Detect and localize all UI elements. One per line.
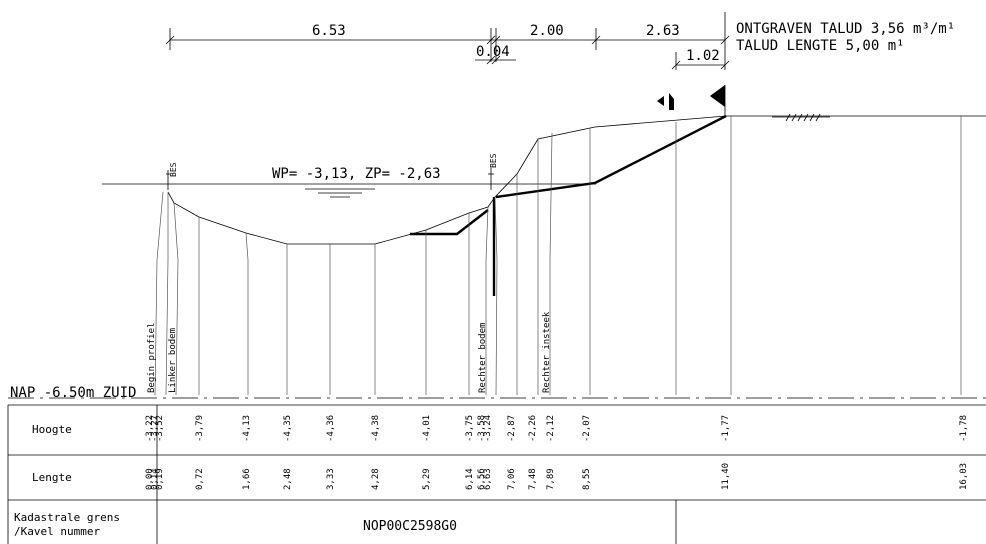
length-values: 0,000,140,19 0,72 1,66 2,48 3,33 4,28 5,29 6,14… — [145, 463, 969, 490]
dimension-label: 6.53 — [312, 23, 346, 39]
height-value: -4,01 — [422, 415, 432, 442]
design-bank — [495, 114, 727, 199]
flag-markers — [657, 85, 726, 116]
point-label-right-bed: Rechter bodem — [478, 323, 488, 393]
length-value: 5,29 — [422, 468, 432, 490]
length-value: 7,06 — [507, 468, 517, 490]
bes-marker-left: BES — [169, 162, 178, 177]
height-value: -4,38 — [371, 415, 381, 442]
length-value: 7,89 — [546, 468, 556, 490]
point-label-left-bed: Linker bodem — [168, 328, 178, 393]
water-level-label: WP= -3,13, ZP= -2,63 — [272, 166, 441, 182]
length-value: 2,48 — [283, 468, 293, 490]
table-row-cadastral-2: /Kavel nummer — [14, 525, 100, 538]
dimension-label: 2.00 — [530, 23, 564, 39]
length-value: 0,72 — [195, 468, 205, 490]
length-value: 0,00 — [145, 468, 155, 490]
profile-table: Hoogte Lengte Kadastrale grens /Kavel nu… — [7, 404, 986, 544]
length-value: 8,55 — [582, 468, 592, 490]
table-row-length: Lengte — [32, 471, 72, 484]
height-value: -3,79 — [195, 415, 205, 442]
length-value: 6,63 — [483, 468, 493, 490]
length-value: 3,33 — [326, 468, 336, 490]
existing-profile — [167, 115, 986, 245]
slope-length-note: TALUD LENGTE 5,00 m¹ — [736, 38, 905, 54]
height-value: -4,35 — [283, 415, 293, 442]
length-value: 0,19 — [155, 468, 165, 490]
table-row-cadastral-1: Kadastrale grens — [14, 511, 120, 524]
height-value: -3,22 — [145, 415, 155, 442]
length-value: 16,03 — [959, 463, 969, 490]
height-value: -1,78 — [959, 415, 969, 442]
ground-hatch — [772, 113, 830, 122]
height-value: -3,27 — [150, 415, 160, 442]
dimension-label: 2.63 — [646, 23, 680, 39]
height-value: -2,12 — [546, 415, 556, 442]
height-value: -1,77 — [721, 415, 731, 442]
dimension-label: 1.02 — [686, 48, 720, 64]
height-value: -3,75 — [465, 415, 475, 442]
height-value: -3,58 — [477, 415, 487, 442]
length-value: 1,66 — [242, 468, 252, 490]
height-value: -4,13 — [242, 415, 252, 442]
design-profile — [410, 209, 489, 236]
table-row-height: Hoogte — [32, 423, 72, 436]
height-value: -3,24 — [483, 415, 493, 442]
height-value: -2,07 — [582, 415, 592, 442]
parcel-number: NOP00C2598G0 — [363, 519, 457, 534]
height-values: -3,22-3,27-3,52 -3,79 -4,13 -4,35 -4,36 -4,38… — [145, 415, 969, 442]
water-level: WP= -3,13, ZP= -2,63 — [102, 166, 596, 198]
bes-marker-right: BES — [489, 153, 498, 168]
point-label-right-edge: Rechter insteek — [542, 311, 552, 393]
length-value: 11,40 — [721, 463, 731, 490]
excavation-volume-note: ONTGRAVEN TALUD 3,56 m³/m¹ — [736, 21, 955, 37]
length-value: 4,28 — [371, 468, 381, 490]
point-label-begin-profile: Begin profiel — [147, 323, 157, 393]
height-value: -3,52 — [155, 415, 165, 442]
dimension-chain: 6.53 0.04 2.00 2.63 1.02 — [165, 12, 730, 70]
height-value: -4,36 — [326, 415, 336, 442]
height-value: -2,87 — [507, 415, 517, 442]
length-value: 6,14 — [465, 468, 475, 490]
length-value: 6,56 — [477, 468, 487, 490]
dimension-label: 0.04 — [476, 44, 510, 60]
length-value: 7,48 — [528, 468, 538, 490]
station-lines — [154, 116, 962, 396]
height-value: -2,26 — [528, 415, 538, 442]
reference-label: NAP -6.50m ZUID — [10, 385, 136, 401]
length-value: 0,14 — [150, 468, 160, 490]
